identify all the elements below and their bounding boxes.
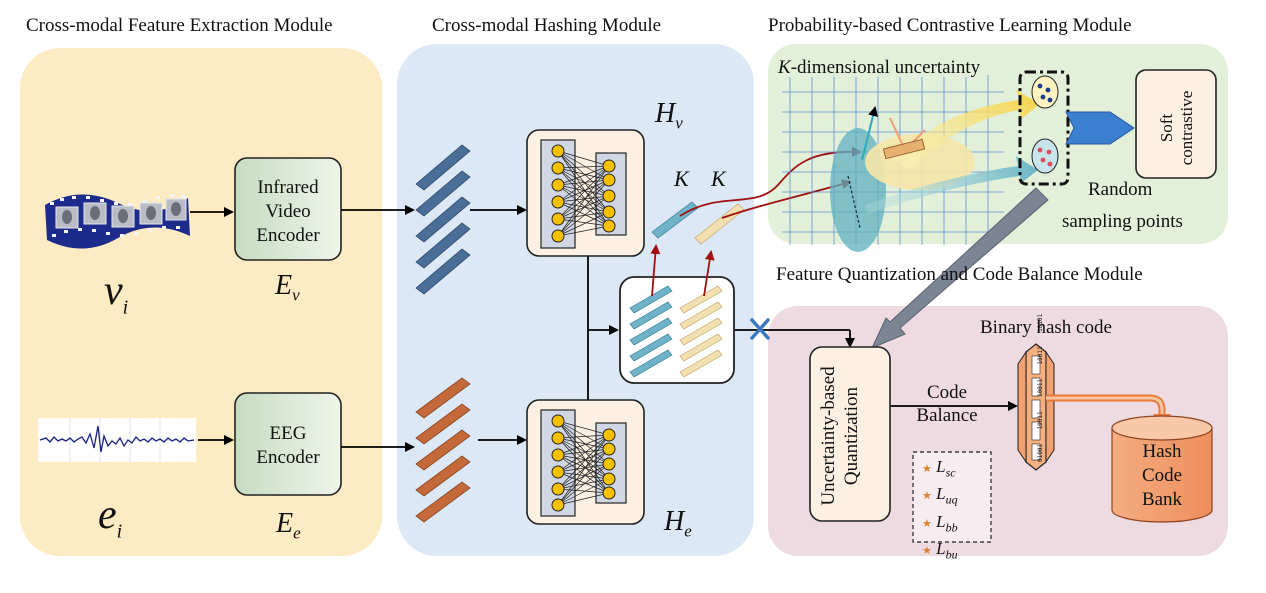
hash-network-hv (526, 129, 645, 257)
k-dimensional-uncertainty-label: K-dimensional uncertainty (776, 57, 983, 78)
binary-hash-code-roll (1017, 343, 1055, 471)
loss-sc: ★ Lsc (922, 457, 956, 480)
uncertainty-quantization-label: Uncertainty-based Quantization (818, 366, 862, 506)
hash-hv-symbol: Hv (655, 98, 683, 133)
stop-gradient-icon (750, 318, 770, 340)
eeg-feature-stack (415, 377, 471, 523)
title-feature-extraction: Cross-modal Feature Extraction Module (26, 15, 333, 36)
infrared-video-filmstrip (45, 194, 190, 249)
sampling-points-label: sampling points (1062, 211, 1183, 232)
fusion-cream-stack (679, 285, 723, 378)
k-vector-teal (651, 201, 699, 239)
random-label: Random (1088, 179, 1153, 200)
arrow-fusion-to-k-teal (650, 244, 661, 297)
loss-uq: ★ Luq (922, 484, 958, 507)
sample-cluster-bottom (1031, 138, 1059, 174)
k-label-teal: K (674, 166, 689, 191)
loss-list: ★ Lsc ★ Luq ★ Lbb ★ Lbu (922, 456, 958, 566)
title-quantization: Feature Quantization and Code Balance Mo… (776, 264, 1143, 285)
binary-hash-code-label: Binary hash code (980, 317, 1112, 338)
encoder-ev-symbol: Ev (275, 270, 300, 305)
title-contrastive: Probability-based Contrastive Learning M… (768, 15, 1132, 36)
infrared-video-encoder-box (234, 157, 342, 261)
soft-contrastive-label: Soft contrastive (1157, 90, 1196, 166)
teal-sampling-arrow (865, 156, 1038, 214)
hash-network-he (526, 399, 645, 525)
binary-code-bits: 01001 10011 10011 10011 10101 (1037, 313, 1044, 462)
fusion-teal-stack (629, 285, 673, 378)
hash-code-bank-label: Hash Code Bank (1141, 441, 1183, 510)
hash-he-symbol: He (664, 506, 692, 541)
eeg-signal (38, 418, 196, 462)
arrow-contrastive-to-quantization (870, 187, 1049, 349)
arrow-fusion-to-k-cream (703, 250, 715, 297)
input-video-label: vi (104, 268, 129, 319)
k-label-cream: K (711, 166, 726, 191)
sampling-points-box (1018, 70, 1070, 186)
loss-bu: ★ Lbu (922, 539, 958, 562)
arrow-to-soft-contrastive (1065, 111, 1135, 145)
encoder-ee-symbol: Ee (276, 508, 301, 543)
panel-hashing (397, 44, 754, 556)
video-encoder-label: Infrared Video Encoder (256, 177, 320, 246)
hash-code-bank (1111, 415, 1213, 523)
yellow-sampling-arrow (895, 90, 1040, 170)
loss-bb: ★ Lbb (922, 511, 958, 535)
uncertainty-bar (882, 138, 926, 160)
eeg-encoder-box (234, 392, 342, 496)
video-feature-stack (415, 144, 471, 295)
code-balance-label: Code Balance (916, 382, 978, 426)
sample-cluster-top (1031, 75, 1059, 109)
eeg-encoder-label: EEG Encoder (256, 423, 320, 468)
loss-box (912, 451, 992, 543)
title-hashing: Cross-modal Hashing Module (432, 15, 662, 36)
uncertainty-quantization-box (809, 346, 891, 522)
arrow-k-teal-to-uncertainty (679, 146, 862, 217)
soft-contrastive-box (1135, 69, 1217, 179)
input-eeg-label: ei (98, 492, 123, 543)
